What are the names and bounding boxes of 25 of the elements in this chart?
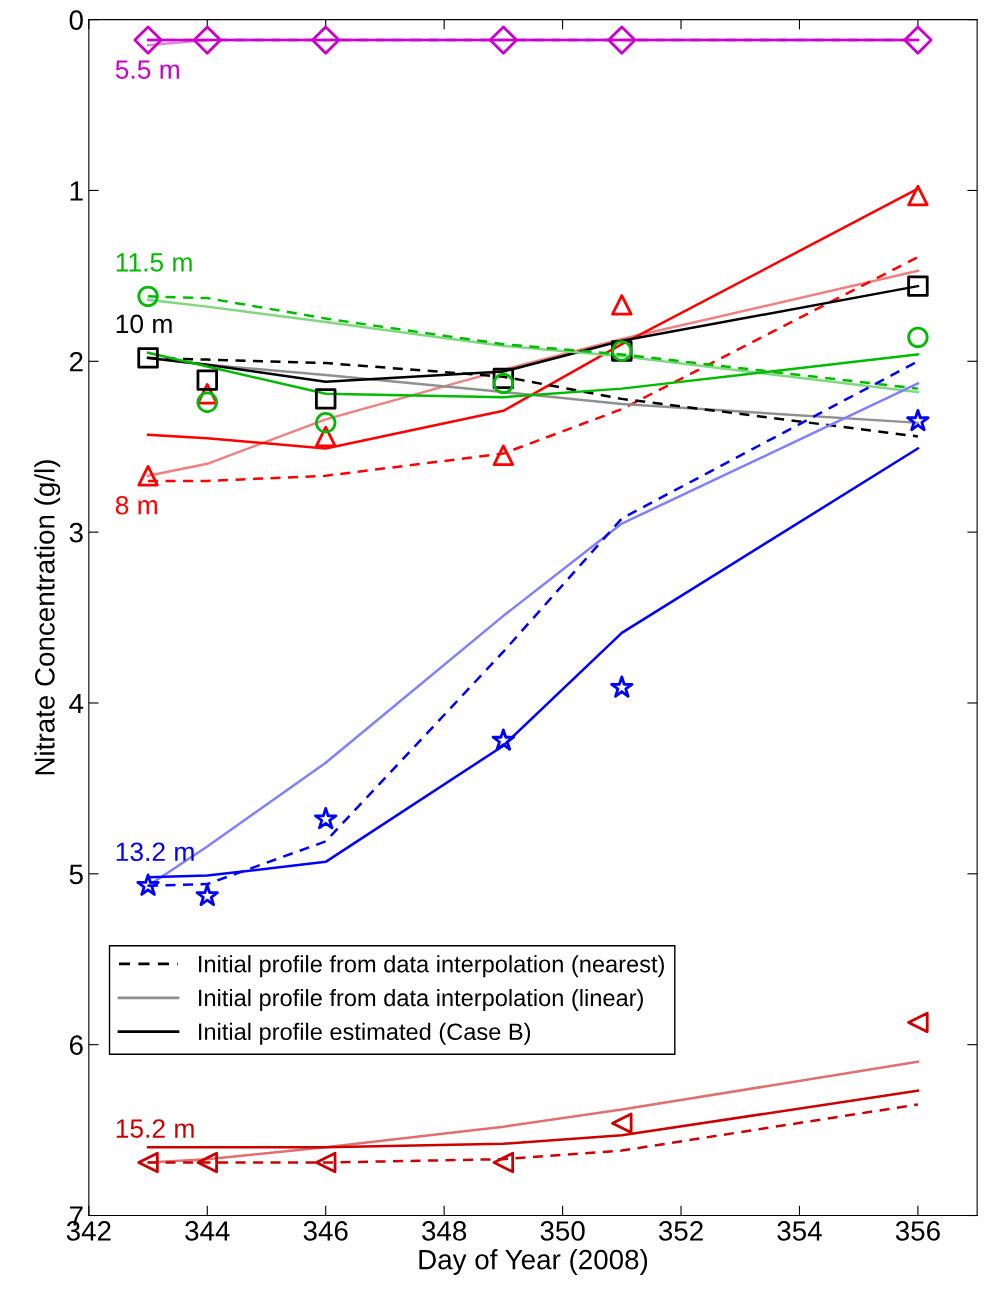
x-tick-label: 356: [895, 1221, 940, 1241]
y-axis-title: Nitrate Concentration (g/l): [34, 460, 61, 775]
series-label: 11.5 m: [116, 253, 192, 272]
series-label: 8 m: [115, 495, 157, 515]
x-tick-label: 344: [185, 1221, 230, 1241]
y-tick-label: 4: [69, 693, 84, 714]
legend-label: Initial profile from data interpolation (nearest): [199, 955, 664, 978]
y-tick-label: 6: [69, 1035, 83, 1056]
x-axis-title: Day of Year (2008): [419, 1249, 648, 1275]
y-tick-label: 0: [69, 10, 83, 30]
y-tick-label: 5: [69, 864, 83, 885]
x-tick-label: 354: [777, 1221, 822, 1241]
series-label: 10 m: [116, 314, 172, 334]
x-tick-label: 350: [540, 1221, 585, 1241]
y-tick-label: 2: [69, 351, 83, 372]
y-tick-label: 3: [69, 522, 83, 543]
series-label: 15.2 m: [116, 1119, 194, 1138]
legend-label: Initial profile from data interpolation (linear): [199, 988, 643, 1011]
series-label: 13.2 m: [116, 842, 194, 862]
y-tick-label: 1: [70, 181, 83, 201]
x-tick-label: 348: [422, 1221, 467, 1241]
series-label: 5.5 m: [115, 60, 179, 79]
x-tick-label: 352: [658, 1221, 703, 1241]
legend-label: Initial profile estimated (Case B): [199, 1022, 531, 1045]
x-tick-label: 346: [303, 1221, 348, 1241]
